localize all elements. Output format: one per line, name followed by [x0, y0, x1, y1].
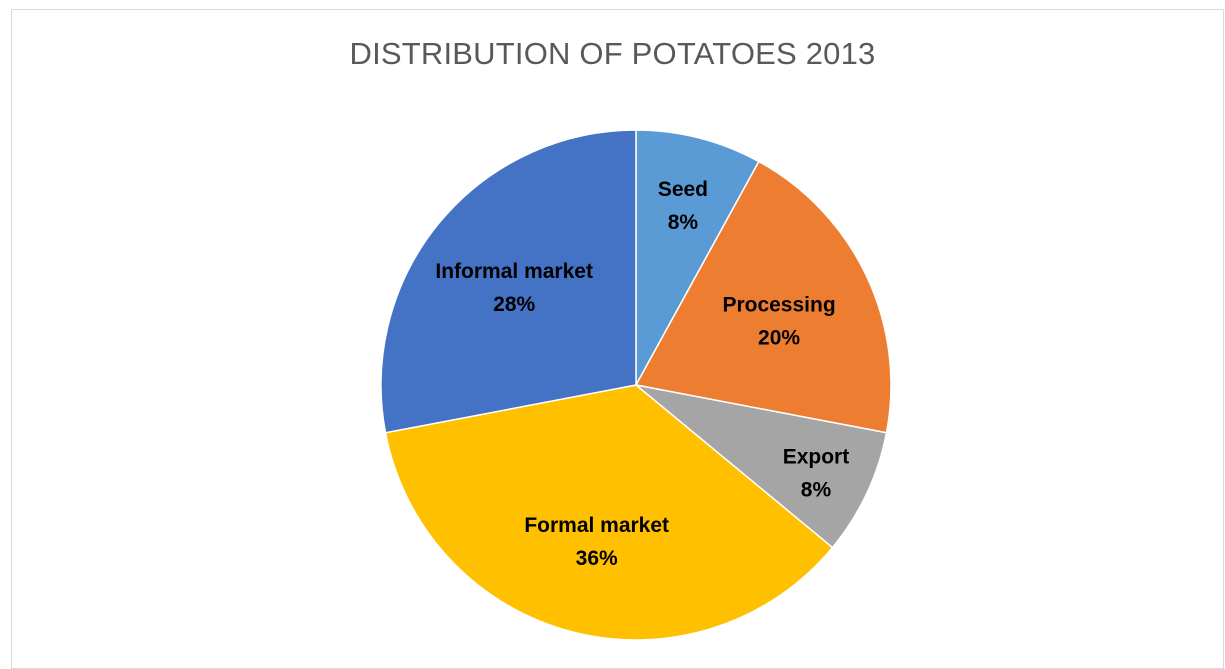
data-label-seed: Seed 8% — [658, 178, 708, 234]
data-label-processing: Processing 20% — [722, 294, 835, 350]
data-label-value: 8% — [801, 479, 832, 502]
data-label-category: Processing — [722, 294, 835, 317]
data-label-value: 28% — [493, 293, 535, 316]
data-label-export: Export 8% — [783, 446, 850, 502]
data-label-category: Export — [783, 446, 850, 469]
pie-chart: Seed 8% Processing 20% Export 8% Formal market… — [380, 129, 892, 641]
pie-slice-informal-market — [380, 129, 637, 434]
data-label-value: 8% — [668, 211, 699, 234]
pie-slice-formal-market — [384, 384, 834, 641]
data-label-category: Formal market — [524, 514, 669, 537]
data-label-value: 20% — [758, 327, 800, 350]
pie-slice-processing — [634, 160, 892, 434]
pie-slice-seed — [635, 129, 760, 386]
data-label-formal-market: Formal market 36% — [524, 514, 669, 570]
data-label-value: 36% — [576, 547, 618, 570]
data-label-category: Informal market — [435, 260, 593, 283]
pie-slice-export — [635, 384, 888, 549]
chart-title: DISTRIBUTION OF POTATOES 2013 — [349, 36, 876, 71]
data-label-informal-market: Informal market 28% — [435, 260, 593, 316]
data-label-category: Seed — [658, 178, 708, 201]
